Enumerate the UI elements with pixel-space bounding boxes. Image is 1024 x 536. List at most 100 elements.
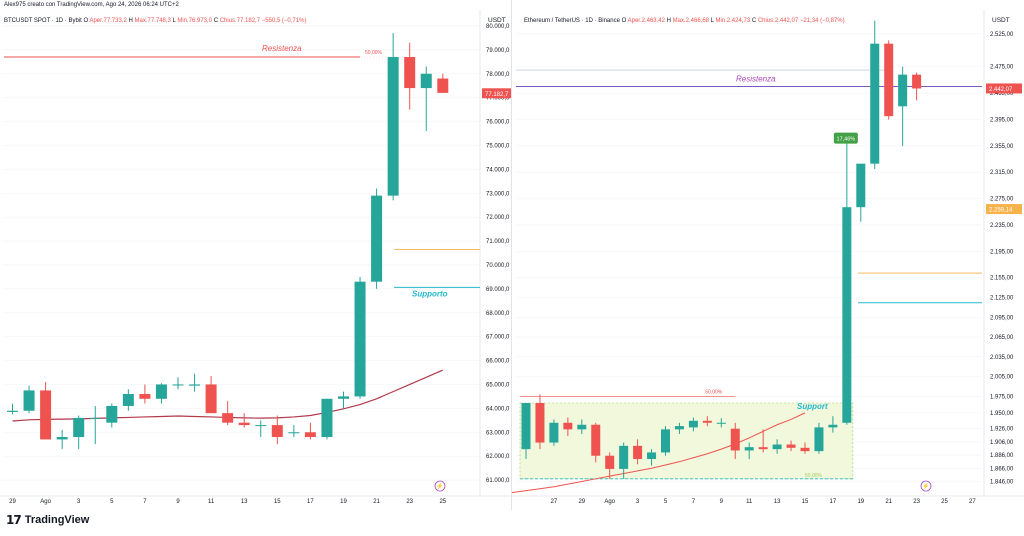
btc-candle-body: [354, 281, 366, 397]
eth-candle-body: [605, 455, 615, 469]
eth-ma-line: [512, 412, 806, 494]
eth-last-price-tag-bg: [986, 83, 1022, 94]
pane-divider[interactable]: [511, 0, 512, 510]
eth-candle-body: [786, 444, 796, 448]
eth-candle-body: [674, 426, 684, 430]
btc-candle-body: [106, 405, 118, 423]
btc-chart-pane[interactable]: BTCUSDT SPOT · 1D · Bybit O Aper.77.733,…: [0, 0, 512, 510]
eth-y-tick-label: 2.355,00: [990, 144, 1014, 150]
btc-candle-body: [387, 57, 399, 196]
eth-y-tick-label: 1.926,00: [990, 427, 1014, 433]
btc-y-tick-label: 74.000,0: [486, 167, 510, 173]
header-credit: Alex975 creato con TradingView.com, Ago …: [4, 2, 179, 8]
eth-candle-body: [758, 447, 768, 450]
btc-candle-body: [89, 417, 101, 419]
eth-y-tick-label: 1.846,00: [990, 479, 1014, 485]
btc-candle-body: [23, 390, 35, 411]
btc-x-tick-label: 23: [406, 499, 413, 505]
eth-candle-body: [688, 420, 698, 428]
btc-y-tick-label: 64.000,0: [486, 406, 510, 412]
btc-x-tick-label: 3: [77, 499, 81, 505]
btc-lightning-icon: [434, 480, 446, 492]
eth-pct-badge-text: 17,46%: [837, 137, 856, 143]
eth-symbol-line: Ethereum / TetherUS · 1D · Binance O Ape…: [524, 18, 845, 24]
eth-x-tick-label: 23: [913, 499, 920, 505]
eth-candle-body: [702, 420, 712, 423]
btc-last-price-tag-bg: [482, 88, 512, 99]
eth-symbol-part-8: Chius.2.442,07: [758, 18, 799, 24]
btc-y-tick-label: 69.000,0: [486, 287, 510, 293]
eth-y-tick-label: 2.275,00: [990, 197, 1014, 203]
btc-y-tick-label: 77.000,0: [486, 96, 510, 102]
btc-candle-body: [73, 417, 85, 438]
eth-y-tick-label: 2.035,00: [990, 355, 1014, 361]
btc-y-tick-label: 65.000,0: [486, 382, 510, 388]
eth-y-tick-label: 1.975,00: [990, 394, 1014, 400]
eth-x-tick-label: 25: [941, 499, 948, 505]
eth-x-tick-label: 17: [830, 499, 837, 505]
eth-y-tick-label: 1.866,00: [990, 466, 1014, 472]
btc-y-tick-label: 62.000,0: [486, 454, 510, 460]
btc-chart-svg[interactable]: BTCUSDT SPOT · 1D · Bybit O Aper.77.733,…: [0, 0, 512, 510]
eth-y-tick-label: 2.525,00: [990, 32, 1014, 38]
eth-y-tick-label: 1.906,00: [990, 440, 1014, 446]
btc-candle-body: [122, 394, 134, 406]
btc-candle-body: [321, 398, 333, 438]
btc-candle-body: [7, 410, 18, 412]
btc-fib-label: 50,00%: [365, 50, 383, 56]
btc-y-tick-label: 66.000,0: [486, 359, 510, 365]
eth-orange-price-tag: 2.259,14: [989, 208, 1013, 214]
btc-symbol-line: BTCUSDT SPOT · 1D · Bybit O Aper.77.733,…: [4, 18, 306, 24]
btc-y-tick-label: 75.000,0: [486, 143, 510, 149]
eth-fib-label: 50,00%: [705, 389, 723, 395]
btc-symbol-part-6: Min.76.973,0: [177, 18, 212, 24]
eth-x-tick-label: 19: [857, 499, 864, 505]
eth-symbol-part-7: C: [750, 18, 758, 24]
eth-orange-price-tag-bg: [986, 204, 1022, 215]
eth-lightning-glyph: ⚡: [922, 482, 929, 490]
eth-candle-body: [549, 422, 559, 443]
eth-symbol-part-6: Min.2.424,73: [715, 18, 750, 24]
btc-symbol-part-7: C: [212, 18, 220, 24]
eth-symbol-part-9: −21,34 (−0,87%): [798, 18, 844, 24]
eth-candle-body: [870, 43, 880, 164]
eth-x-tick-label: 21: [885, 499, 892, 505]
btc-candle-body: [222, 413, 234, 423]
eth-chart-pane[interactable]: Ethereum / TetherUS · 1D · Binance O Ape…: [512, 0, 1024, 510]
btc-candle-body: [288, 432, 300, 434]
btc-currency-label: USDT: [488, 17, 506, 24]
eth-candle-body: [912, 74, 922, 89]
eth-fib-low-label: 50,00%: [805, 473, 823, 479]
eth-y-tick-label: 2.155,00: [990, 276, 1014, 282]
btc-candle-body: [205, 384, 217, 414]
btc-candle-body: [255, 425, 267, 427]
btc-candle-body: [304, 432, 316, 438]
btc-x-tick-label: 29: [9, 499, 16, 505]
btc-candle-body: [371, 195, 383, 282]
eth-y-tick-label: 2.475,00: [990, 65, 1014, 71]
btc-x-tick-label: 19: [340, 499, 347, 505]
btc-symbol-part-0: BTCUSDT SPOT · 1D · Bybit: [4, 18, 82, 24]
eth-x-tick-label: 9: [720, 499, 724, 505]
eth-candle-body: [647, 452, 657, 460]
eth-x-tick-label: 11: [746, 499, 753, 505]
btc-y-tick-label: 79.000,0: [486, 48, 510, 54]
btc-y-tick-label: 61.000,0: [486, 478, 510, 484]
btc-y-tick-label: 78.000,0: [486, 72, 510, 78]
eth-lightning-icon: [920, 480, 932, 492]
tradingview-logo[interactable]: 17 TradingView: [6, 513, 89, 527]
eth-last-price-tag: 2.442,07: [989, 87, 1013, 93]
eth-x-tick-label: 5: [664, 499, 668, 505]
btc-x-tick-label: 15: [274, 499, 281, 505]
btc-symbol-part-2: Aper.77.733,2: [89, 18, 127, 24]
btc-x-tick-label: 5: [110, 499, 114, 505]
eth-candle-body: [591, 424, 601, 456]
btc-y-tick-label: 72.000,0: [486, 215, 510, 221]
eth-candle-body: [661, 429, 670, 453]
eth-resistance-label: Resistenza: [736, 75, 776, 84]
btc-x-tick-label: Ago: [40, 499, 51, 505]
btc-x-tick-label: 11: [208, 499, 215, 505]
eth-x-tick-label: 7: [692, 499, 696, 505]
btc-candle-body: [172, 384, 184, 386]
eth-chart-svg[interactable]: Ethereum / TetherUS · 1D · Binance O Ape…: [512, 0, 1024, 510]
